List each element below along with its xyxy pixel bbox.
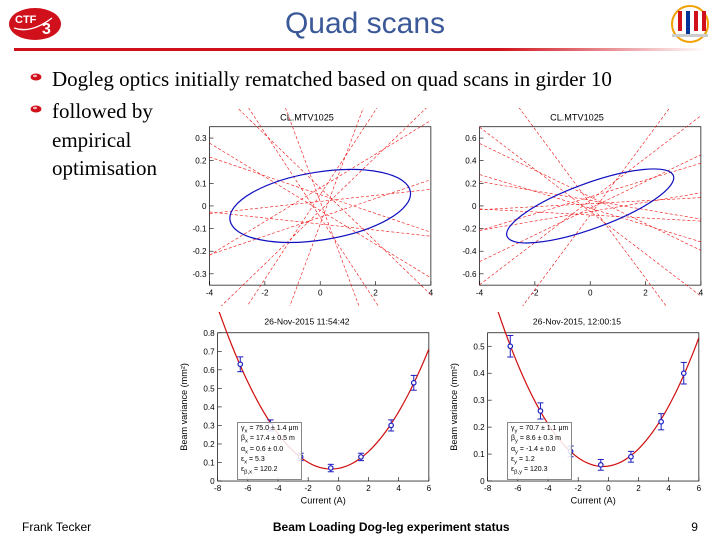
svg-text:0.4: 0.4	[473, 369, 485, 378]
svg-text:-0.2: -0.2	[462, 225, 476, 234]
svg-text:-0.1: -0.1	[192, 225, 206, 234]
stat-val: 75.0 ± 1.4 μm	[255, 425, 298, 432]
svg-text:0.6: 0.6	[465, 134, 477, 143]
svg-text:0: 0	[472, 202, 477, 211]
svg-text:-4: -4	[544, 484, 552, 493]
ellipse-svg-right: CL.MTV1025-4-2024-0.6-0.4-0.200.20.40.6	[445, 108, 709, 306]
svg-text:0.5: 0.5	[203, 384, 215, 393]
svg-text:0.5: 0.5	[473, 342, 485, 351]
stat-val: 8.6 ± 0.3 m	[526, 435, 561, 442]
svg-text:-6: -6	[244, 484, 252, 493]
charts-grid: CL.MTV1025-4-2024-0.3-0.2-0.100.10.20.3 …	[175, 108, 709, 494]
svg-text:26-Nov-2015 11:54:42: 26-Nov-2015 11:54:42	[264, 317, 349, 327]
svg-text:2: 2	[643, 288, 648, 297]
page-title: Quad scans	[285, 7, 445, 41]
svg-text:6: 6	[427, 484, 432, 493]
svg-text:0: 0	[606, 484, 611, 493]
svg-text:-4: -4	[274, 484, 282, 493]
header: CTF 3 Quad scans	[0, 0, 720, 48]
svg-text:0.4: 0.4	[203, 403, 215, 412]
stat-val: 120.2	[260, 466, 278, 473]
svg-text:Beam variance (mm²): Beam variance (mm²)	[449, 363, 459, 451]
svg-text:0: 0	[210, 477, 215, 486]
svg-text:0.8: 0.8	[203, 329, 215, 338]
svg-text:0: 0	[202, 202, 207, 211]
svg-text:Current (A): Current (A)	[571, 495, 616, 505]
svg-text:Beam variance (mm²): Beam variance (mm²)	[179, 363, 189, 451]
svg-text:26-Nov-2015, 12:00:15: 26-Nov-2015, 12:00:15	[533, 317, 621, 327]
svg-text:-8: -8	[484, 484, 492, 493]
stat-val: 70.7 ± 1.1 μm	[525, 425, 568, 432]
svg-text:6: 6	[697, 484, 702, 493]
svg-text:0.2: 0.2	[203, 440, 215, 449]
footer-author: Frank Tecker	[22, 520, 91, 534]
title-underline	[14, 48, 706, 51]
ellipse-svg-left: CL.MTV1025 -4 -2 0 2 4 -0.3 -0.2 -0.1 0 0.1 0.2 0.3	[175, 108, 439, 306]
svg-text:CTF: CTF	[15, 14, 37, 26]
svg-text:Current (A): Current (A)	[301, 495, 346, 505]
svg-text:0.2: 0.2	[195, 157, 207, 166]
stats-box-left: γx = 75.0 ± 1.4 μm βx = 17.4 ± 0.5 m αx …	[237, 422, 302, 480]
svg-text:0.7: 0.7	[203, 347, 215, 356]
stats-box-right: γy = 70.7 ± 1.1 μm βy = 8.6 ± 0.3 m αy =…	[507, 422, 572, 480]
svg-text:-0.4: -0.4	[462, 247, 476, 256]
footer-title: Beam Loading Dog-leg experiment status	[273, 520, 510, 534]
svg-text:4: 4	[396, 484, 401, 493]
bullet-1: Dogleg optics initially rematched based …	[30, 65, 690, 93]
svg-text:-2: -2	[305, 484, 313, 493]
svg-text:-8: -8	[214, 484, 222, 493]
svg-text:-0.3: -0.3	[192, 270, 206, 279]
ellipse-plot-left: CL.MTV1025 -4 -2 0 2 4 -0.3 -0.2 -0.1 0 0.1 0.2 0.3	[175, 108, 439, 306]
stat-val: 0.6 ± 0.0	[256, 446, 283, 453]
stat-val: 17.4 ± 0.5 m	[256, 435, 295, 442]
svg-text:0: 0	[318, 288, 323, 297]
svg-text:0.3: 0.3	[203, 421, 215, 430]
logo-clic	[668, 4, 712, 44]
svg-text:CL.MTV1025: CL.MTV1025	[280, 113, 334, 123]
bullet-icon	[30, 72, 42, 82]
stat-val: 120.3	[530, 466, 548, 473]
stat-val: 1.2	[525, 456, 535, 463]
svg-text:4: 4	[429, 288, 434, 297]
svg-text:-4: -4	[206, 288, 214, 297]
svg-text:0.1: 0.1	[473, 450, 485, 459]
svg-text:0.1: 0.1	[203, 458, 215, 467]
svg-text:-0.2: -0.2	[192, 247, 206, 256]
footer: Frank Tecker Beam Loading Dog-leg experi…	[0, 520, 720, 534]
svg-text:2: 2	[636, 484, 641, 493]
svg-text:0: 0	[588, 288, 593, 297]
svg-text:-0.6: -0.6	[462, 270, 476, 279]
svg-text:0.3: 0.3	[473, 396, 485, 405]
bullet-icon	[30, 104, 42, 114]
ellipse-plot-right: CL.MTV1025-4-2024-0.6-0.4-0.200.20.40.6	[445, 108, 709, 306]
svg-text:0.2: 0.2	[465, 179, 477, 188]
svg-text:0.1: 0.1	[195, 179, 207, 188]
logo-ctf3: CTF 3	[8, 6, 62, 42]
svg-text:0.3: 0.3	[195, 134, 207, 143]
bullet-text: followed by empirical optimisation	[52, 97, 182, 182]
svg-text:-4: -4	[476, 288, 484, 297]
svg-text:-2: -2	[261, 288, 269, 297]
svg-text:0: 0	[480, 477, 485, 486]
variance-plot-left: 26-Nov-2015 11:54:42 -8 -6 -4 -2 0 2 4 6 0 0.1 0.2 0…	[175, 312, 439, 510]
svg-text:0.6: 0.6	[203, 366, 215, 375]
svg-text:4: 4	[666, 484, 671, 493]
svg-text:4: 4	[699, 288, 704, 297]
svg-text:CL.MTV1025: CL.MTV1025	[550, 113, 604, 123]
svg-text:-6: -6	[514, 484, 522, 493]
slide-number: 9	[691, 520, 698, 534]
svg-text:2: 2	[373, 288, 378, 297]
svg-text:0: 0	[336, 484, 341, 493]
stat-val: 5.3	[255, 456, 265, 463]
svg-text:0.4: 0.4	[465, 157, 477, 166]
variance-svg-right: 26-Nov-2015, 12:00:15 -8 -6 -4 -2 0 2 4 6 0 0.1 0.2…	[445, 312, 709, 510]
bullet-text: Dogleg optics initially rematched based …	[52, 65, 612, 93]
svg-text:-2: -2	[575, 484, 583, 493]
stat-val: -1.4 ± 0.0	[526, 446, 556, 453]
svg-text:2: 2	[366, 484, 371, 493]
variance-svg-left: 26-Nov-2015 11:54:42 -8 -6 -4 -2 0 2 4 6 0 0.1 0.2 0…	[175, 312, 439, 510]
svg-text:0.2: 0.2	[473, 423, 485, 432]
variance-plot-right: 26-Nov-2015, 12:00:15 -8 -6 -4 -2 0 2 4 6 0 0.1 0.2…	[445, 312, 709, 510]
